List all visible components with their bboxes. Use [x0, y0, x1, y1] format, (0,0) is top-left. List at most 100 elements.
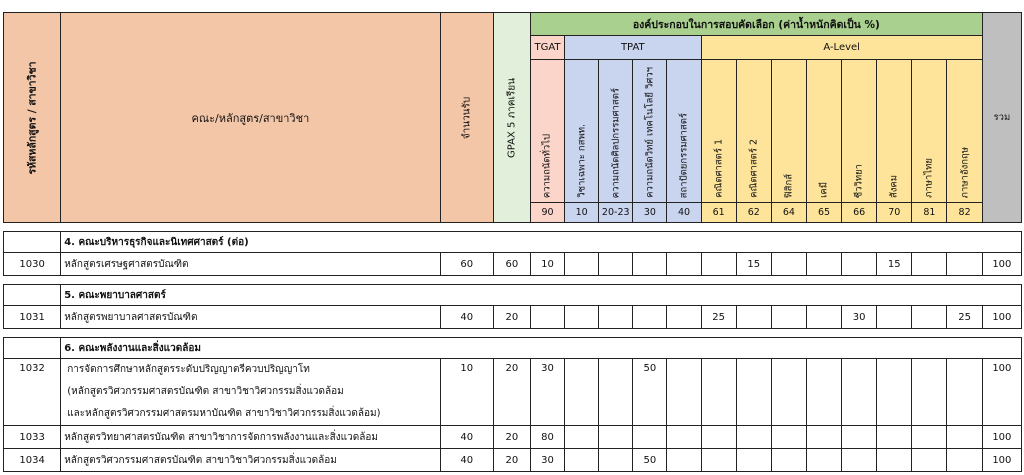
table-row: 1033 หลักสูตรวิทยาศาสตรบัณฑิต สาขาวิชาการ…	[2, 425, 1023, 449]
weight-value	[841, 448, 878, 472]
weight-value: 25	[946, 305, 983, 329]
weight-value: 15	[876, 252, 913, 276]
subject-code: 82	[946, 202, 983, 223]
weight-value	[805, 305, 843, 329]
weight-value	[770, 305, 807, 329]
weight-value	[564, 448, 600, 472]
weight-value	[946, 448, 983, 472]
subject-code: 40	[666, 202, 702, 223]
weight-value: 30	[529, 448, 566, 472]
section-code-cell	[2, 337, 62, 359]
total-value: 100	[981, 358, 1023, 426]
code-header: รหัสหลักสูตร / สาขาวิชา	[2, 12, 62, 223]
total-value: 100	[981, 448, 1023, 472]
section-header-row: 6. คณะพลังงานและสิ่งแวดล้อม	[2, 337, 1022, 359]
subject-code: 64	[770, 202, 807, 223]
weight-value	[632, 252, 668, 276]
weight-value: 15	[735, 252, 772, 276]
subject-code: 20-23	[598, 202, 634, 223]
subject-header: สถาปัตยกรรมศาสตร์	[666, 59, 702, 203]
subject-code: 30	[632, 202, 668, 223]
subject-header: ฟิสิกส์	[770, 59, 807, 203]
table-row: 1034 หลักสูตรวิศวกรรมศาสตรบัณฑิต สาขาวิชา…	[2, 448, 1023, 472]
subject-code: 66	[841, 202, 878, 223]
section-spacer	[3, 328, 1022, 338]
admission-table: รหัสหลักสูตร / สาขาวิชา คณะ/หลักสูตร/สาข…	[2, 12, 1023, 472]
section-code-cell	[2, 284, 62, 306]
subject-header: ความถนัดศิลปกรรมศาสตร์	[598, 59, 634, 203]
weight-value	[841, 252, 878, 276]
section-header-row: 4. คณะบริหารธุรกิจและนิเทศศาสตร์ (ต่อ)	[2, 231, 1022, 253]
section-title: 6. คณะพลังงานและสิ่งแวดล้อม	[60, 337, 1022, 359]
weight-value	[598, 448, 634, 472]
weight-value: 25	[700, 305, 737, 329]
quota-header: จำนวนรับ	[439, 12, 494, 223]
program-name-line: การจัดการศึกษาหลักสูตรระดับปริญญาตรีควบป…	[67, 364, 310, 375]
weight-value	[911, 252, 948, 276]
weight-value	[632, 425, 668, 449]
weight-value	[805, 448, 843, 472]
section-spacer	[3, 275, 1022, 285]
weight-value	[598, 425, 634, 449]
section-header-row: 5. คณะพยาบาลศาสตร์	[2, 284, 1022, 306]
quota-value: 10	[439, 358, 494, 426]
program-name-line: และหลักสูตรวิศวกรรมศาสตรมหาบัณฑิต สาขาวิ…	[67, 408, 381, 419]
weight-value	[735, 425, 772, 449]
section-title: 4. คณะบริหารธุรกิจและนิเทศศาสตร์ (ต่อ)	[60, 231, 1022, 253]
program-name: หลักสูตรเศรษฐศาสตรบัณฑิต	[60, 252, 441, 276]
weight-value	[666, 448, 702, 472]
program-name: การจัดการศึกษาหลักสูตรระดับปริญญาตรีควบป…	[60, 358, 441, 426]
weight-value	[598, 252, 634, 276]
weight-value: 30	[841, 305, 878, 329]
table-row: 1030 หลักสูตรเศรษฐศาสตรบัณฑิต 60 60 10 15 15 10…	[2, 252, 1023, 276]
weight-value	[700, 252, 737, 276]
subject-header: คณิตศาสตร์ 2	[735, 59, 772, 203]
weight-value	[666, 305, 702, 329]
weight-value	[564, 305, 600, 329]
program-code: 1034	[2, 448, 62, 472]
weight-value	[911, 305, 948, 329]
total-value: 100	[981, 252, 1023, 276]
subject-code: 61	[700, 202, 737, 223]
subject-header: สังคม	[876, 59, 913, 203]
weight-value	[564, 358, 600, 426]
weight-value	[841, 358, 878, 426]
faculty-header: คณะ/หลักสูตร/สาขาวิชา	[60, 12, 441, 223]
quota-value: 60	[439, 252, 494, 276]
program-name: หลักสูตรวิศวกรรมศาสตรบัณฑิต สาขาวิชาวิศว…	[60, 448, 441, 472]
program-code: 1032	[2, 358, 62, 426]
subject-header: เคมี	[805, 59, 843, 203]
weight-value	[770, 252, 807, 276]
weight-value	[735, 305, 772, 329]
weight-value	[666, 252, 702, 276]
components-header: องค์ประกอบในการสอบคัดเลือก (ค่าน้ำหนักคิ…	[529, 12, 983, 36]
subject-header: ความถนัดวิทย์ เทคโนโลยี วิศวฯ	[632, 59, 668, 203]
gpax-value: 20	[492, 448, 531, 472]
weight-value: 80	[529, 425, 566, 449]
gpax-value: 20	[492, 425, 531, 449]
subject-header: วิชาเฉพาะ กสพท.	[564, 59, 600, 203]
weight-value: 50	[632, 358, 668, 426]
weight-value	[911, 448, 948, 472]
subject-header: คณิตศาสตร์ 1	[700, 59, 737, 203]
weight-value	[876, 358, 913, 426]
weight-value	[770, 425, 807, 449]
section-title: 5. คณะพยาบาลศาสตร์	[60, 284, 1022, 306]
weight-value	[564, 425, 600, 449]
spacer-cell	[3, 328, 1022, 338]
subject-header: ภาษาไทย	[911, 59, 948, 203]
weight-value	[666, 425, 702, 449]
subject-code: 65	[805, 202, 843, 223]
weight-value	[564, 252, 600, 276]
weight-value	[946, 425, 983, 449]
program-name-line: (หลักสูตรวิศวกรรมศาสตรบัณฑิต สาขาวิชาวิศ…	[67, 386, 344, 397]
gpax-value: 20	[492, 358, 531, 426]
weight-value	[805, 425, 843, 449]
weight-value	[666, 358, 702, 426]
section-code-cell	[2, 231, 62, 253]
weight-value	[911, 358, 948, 426]
gpax-value: 20	[492, 305, 531, 329]
program-code: 1033	[2, 425, 62, 449]
weight-value	[946, 252, 983, 276]
subject-code: 10	[564, 202, 600, 223]
